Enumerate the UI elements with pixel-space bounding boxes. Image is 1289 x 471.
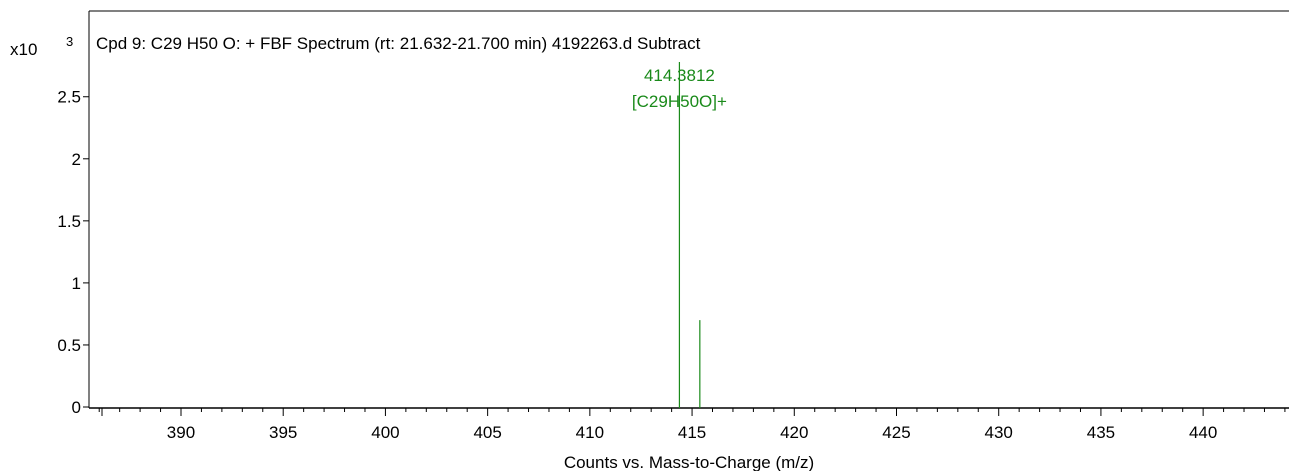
x-tick-label: 405 (473, 423, 501, 442)
x-tick-label: 420 (780, 423, 808, 442)
x-tick-label: 410 (576, 423, 604, 442)
y-tick-label: 1 (72, 274, 81, 293)
y-multiplier-exponent: 3 (66, 34, 73, 49)
peaks: 414.3812 [C29H50O]+ (632, 62, 727, 408)
peak-mz-label: 414.3812 (644, 66, 715, 85)
x-tick-label: 390 (167, 423, 195, 442)
x-tick-label: 400 (371, 423, 399, 442)
x-tick-label: 395 (269, 423, 297, 442)
x-tick-label: 425 (882, 423, 910, 442)
x-tick-label: 430 (985, 423, 1013, 442)
x-axis-label: Counts vs. Mass-to-Charge (m/z) (564, 453, 814, 471)
x-tick-label: 435 (1087, 423, 1115, 442)
y-axis: 0 0.5 1 1.5 2 2.5 (57, 88, 89, 417)
peak-ion-label: [C29H50O]+ (632, 92, 727, 111)
x-tick-label: 415 (678, 423, 706, 442)
y-tick-label: 2.5 (57, 88, 81, 107)
chart-title: Cpd 9: C29 H50 O: + FBF Spectrum (rt: 21… (96, 34, 701, 53)
y-tick-label: 0 (72, 398, 81, 417)
y-tick-label: 0.5 (57, 336, 81, 355)
y-tick-label: 2 (72, 150, 81, 169)
y-multiplier-base: x10 (10, 40, 37, 59)
plot-frame (88, 10, 1289, 409)
x-axis: 390 395 400 405 410 415 420 425 430 435 440 (98, 408, 1286, 442)
x-tick-label: 440 (1189, 423, 1217, 442)
y-tick-label: 1.5 (57, 212, 81, 231)
